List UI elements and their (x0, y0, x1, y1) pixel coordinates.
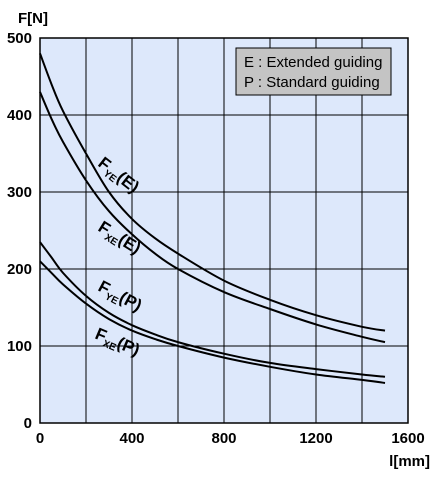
x-tick-label-1200: 1200 (299, 430, 332, 447)
y-tick-label-200: 200 (7, 261, 32, 278)
series-line-1 (39, 91, 386, 344)
y-tick-label-400: 400 (7, 107, 32, 124)
x-tick-label-1600: 1600 (391, 430, 424, 447)
y-axis-title: F[N] (18, 10, 48, 27)
series-line-3 (39, 260, 386, 384)
legend-box (235, 47, 392, 96)
x-axis-title: l[mm] (389, 453, 430, 470)
series (39, 53, 386, 384)
y-tick-label-0: 0 (24, 415, 32, 432)
ticks: 0 400 800 1200 1600 0 100 200 300 400 500 (7, 30, 425, 447)
x-tick-label-400: 400 (119, 430, 144, 447)
y-tick-label-300: 300 (7, 184, 32, 201)
legend-entry-standard: P : Standard guiding (244, 74, 380, 91)
y-tick-label-500: 500 (7, 30, 32, 47)
y-tick-label-100: 100 (7, 338, 32, 355)
legend-entry-extended: E : Extended guiding (244, 54, 382, 71)
series-line-2 (39, 241, 386, 378)
series-line-0 (39, 53, 386, 332)
x-tick-label-0: 0 (36, 430, 44, 447)
legend: E : Extended guiding P : Standard guidin… (235, 47, 392, 96)
x-tick-label-800: 800 (211, 430, 236, 447)
plot-frame (39, 37, 409, 424)
